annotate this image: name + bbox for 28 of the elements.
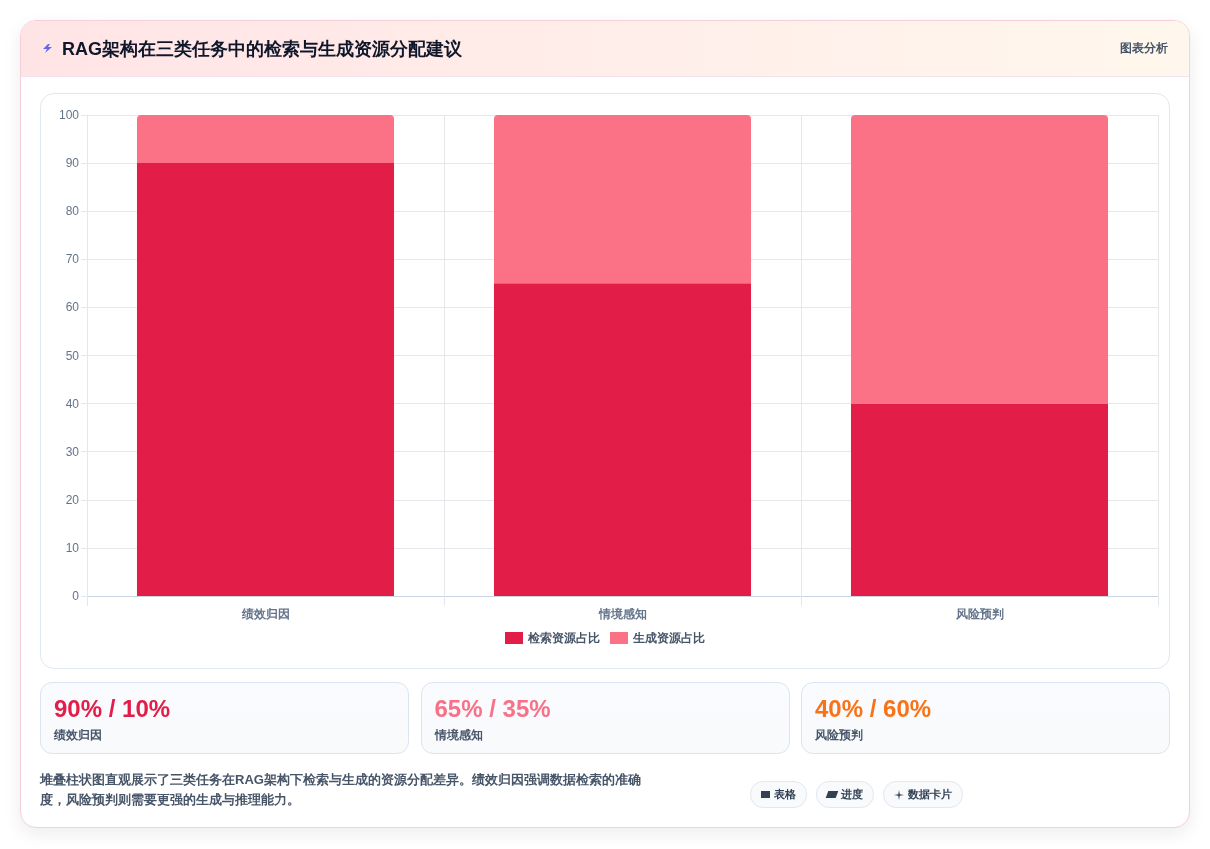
y-tick-label: 0 xyxy=(72,589,80,603)
x-tick-label: 风险预判 xyxy=(954,607,1004,621)
legend-label: 检索资源占比 xyxy=(527,631,600,645)
text: 40% / 60% xyxy=(815,695,932,723)
text: 数据卡片 xyxy=(908,787,952,802)
category-label: 风险预判 xyxy=(815,728,863,742)
text: 图表分析 xyxy=(1120,40,1168,56)
y-tick-label: 90 xyxy=(65,156,80,171)
y-tick-label: 60 xyxy=(65,300,80,315)
text: 堆叠柱状图直观展示了三类任务在RAG架构下检索与生成的资源分配差异。绩效归因强调数据检索的准确度，风险预判则需要更强的生成与推理能力。 xyxy=(40,771,642,809)
y-tick-label: 20 xyxy=(65,492,80,507)
legend-label: 生成资源占比 xyxy=(632,631,705,645)
y-tick-label: 40 xyxy=(65,396,80,411)
y-tick-label: 10 xyxy=(65,540,80,555)
text: 90% / 10% xyxy=(54,695,171,723)
y-tick-label: 100 xyxy=(58,108,80,122)
category-label: 绩效归因 xyxy=(54,728,102,742)
y-tick-label: 50 xyxy=(65,348,80,363)
x-tick-label: 情境感知 xyxy=(597,607,647,621)
x-tick-label: 绩效归因 xyxy=(240,607,290,621)
text: 表格 xyxy=(774,787,796,802)
chart-title: RAG架构在三类任务中的检索与生成资源分配建议 xyxy=(62,38,462,61)
y-tick-label: 30 xyxy=(65,444,80,459)
y-tick-label: 80 xyxy=(65,204,80,219)
y-tick-label: 70 xyxy=(65,252,80,267)
text: 65% / 35% xyxy=(434,695,551,723)
category-label: 情境感知 xyxy=(434,728,483,742)
text: 进度 xyxy=(841,787,863,802)
